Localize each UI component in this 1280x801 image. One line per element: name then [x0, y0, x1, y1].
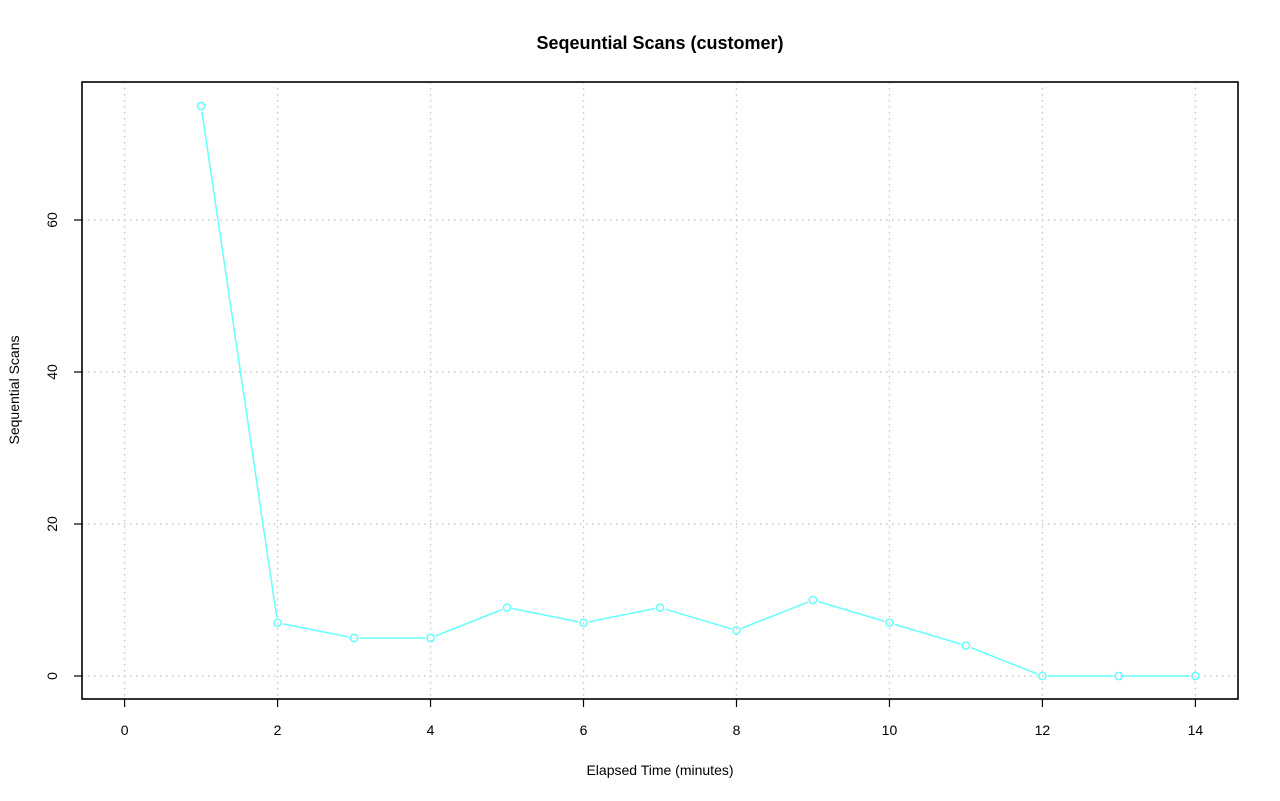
data-point [426, 633, 435, 643]
series-segment [741, 601, 809, 630]
series-segment [970, 646, 1038, 675]
data-point [273, 618, 282, 628]
y-tick-label: 20 [44, 516, 60, 532]
data-point [732, 626, 741, 635]
y-axis-label: Sequential Scans [6, 336, 22, 445]
data-point [655, 603, 665, 612]
x-tick-label: 2 [274, 722, 282, 738]
x-tick-label: 10 [882, 722, 898, 738]
data-point [1191, 671, 1200, 681]
x-tick-label: 14 [1188, 722, 1204, 738]
series-segment [282, 623, 349, 638]
plot-frame [81, 81, 1239, 700]
grid [82, 82, 1238, 699]
y-axis: 0 20 40 60 [44, 212, 82, 680]
x-tick-label: 12 [1035, 722, 1051, 738]
series-segment [665, 608, 732, 630]
data-point [885, 618, 894, 628]
x-tick-label: 6 [580, 722, 588, 738]
data-point [1038, 671, 1047, 681]
chart-title: Seqeuntial Scans (customer) [536, 33, 783, 53]
data-point [502, 603, 512, 612]
series-segment [588, 607, 655, 623]
series-segment [435, 608, 503, 637]
data-point [349, 633, 359, 643]
series-line [196, 101, 1200, 681]
x-tick-label: 8 [733, 722, 741, 738]
data-point [579, 618, 588, 628]
x-axis: 0 2 4 6 8 10 12 14 [121, 699, 1204, 738]
data-point [196, 101, 206, 111]
x-tick-label: 0 [121, 722, 129, 738]
y-tick-label: 0 [44, 672, 60, 680]
series-segment [818, 600, 885, 622]
series-segment [201, 111, 278, 618]
data-point [1114, 671, 1124, 681]
data-point [808, 595, 818, 605]
series-segment [512, 607, 579, 623]
y-tick-label: 40 [44, 364, 60, 380]
series-segment [894, 623, 961, 645]
x-axis-label: Elapsed Time (minutes) [586, 762, 733, 778]
x-tick-label: 4 [427, 722, 435, 738]
data-point [961, 641, 971, 650]
y-tick-label: 60 [44, 212, 60, 228]
